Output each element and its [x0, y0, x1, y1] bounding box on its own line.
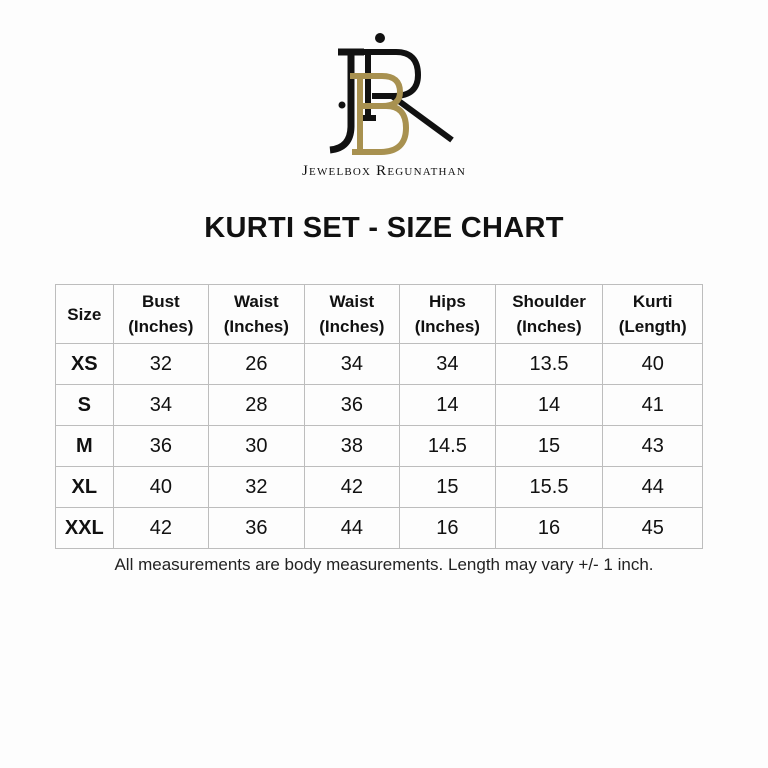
measurement-cell: 14.5	[399, 425, 496, 467]
measurement-cell: 32	[112, 343, 210, 385]
measurement-cell: 44	[602, 466, 703, 508]
measurement-cell: 36	[208, 507, 305, 549]
measurement-cell: 26	[208, 343, 305, 385]
brand-logo	[329, 33, 454, 155]
measurement-cell: 16	[494, 507, 604, 549]
table-row: S 34 28 36 14 14 41	[55, 384, 703, 426]
measurement-cell: 14	[494, 384, 604, 426]
column-header: Waist (Inches)	[303, 284, 401, 344]
measurement-cell: 41	[602, 384, 703, 426]
column-header: Kurti (Length)	[602, 284, 703, 344]
measurement-cell: 42	[303, 466, 401, 508]
measurement-cell: 32	[208, 466, 305, 508]
page-title: KURTI SET - SIZE CHART	[204, 212, 564, 244]
measurement-cell: 34	[303, 343, 401, 385]
size-cell: M	[55, 425, 114, 467]
table-row: XL 40 32 42 15 15.5 44	[55, 466, 703, 508]
measurement-cell: 42	[112, 507, 210, 549]
measurement-cell: 13.5	[494, 343, 604, 385]
size-cell: XL	[55, 466, 114, 508]
logo-letter-b	[350, 73, 410, 155]
logo-letter-j	[329, 48, 364, 154]
column-header: Shoulder (Inches)	[494, 284, 604, 344]
column-header: Hips (Inches)	[399, 284, 496, 344]
header-label: Bust	[141, 292, 180, 311]
logo-letter-r	[362, 49, 454, 143]
table-row: M 36 30 38 14.5 15 43	[55, 425, 703, 467]
measurement-cell: 45	[602, 507, 703, 549]
header-unit: (Length)	[618, 317, 687, 336]
table-row: XXL 42 36 44 16 16 45	[55, 507, 703, 549]
header-label: Hips	[428, 292, 466, 311]
measurement-cell: 16	[399, 507, 496, 549]
measurement-cell: 34	[399, 343, 496, 385]
measurement-cell: 15.5	[494, 466, 604, 508]
measurement-cell: 34	[112, 384, 210, 426]
measurement-cell: 30	[208, 425, 305, 467]
logo-dot-side	[338, 101, 346, 109]
size-cell: XS	[55, 343, 114, 385]
measurement-cell: 44	[303, 507, 401, 549]
header-unit: (Inches)	[414, 317, 480, 336]
measurement-note: All measurements are body measurements. …	[114, 555, 654, 574]
measurement-cell: 40	[602, 343, 703, 385]
measurement-cell: 40	[112, 466, 210, 508]
logo-dot-top	[375, 33, 385, 43]
column-header: Size	[55, 284, 114, 344]
header-label: Shoulder	[512, 292, 586, 311]
brand-name: Jewelbox Regunathan	[302, 163, 466, 179]
header-unit: (Inches)	[516, 317, 582, 336]
measurement-cell: 43	[602, 425, 703, 467]
header-row: Size Bust (Inches) Waist (Inches) Waist (Inche…	[55, 284, 703, 344]
measurement-cell: 36	[303, 384, 401, 426]
table-row: XS 32 26 34 34 13.5 40	[55, 343, 703, 385]
size-cell: XXL	[55, 507, 114, 549]
header-label: Size	[67, 304, 102, 324]
measurement-cell: 36	[112, 425, 210, 467]
measurement-cell: 38	[303, 425, 401, 467]
measurement-cell: 14	[399, 384, 496, 426]
column-header: Bust (Inches)	[112, 284, 210, 344]
header-label: Kurti	[632, 292, 673, 311]
measurement-cell: 15	[399, 466, 496, 508]
header-unit: (Inches)	[223, 317, 289, 336]
measurement-cell: 15	[494, 425, 604, 467]
header-unit: (Inches)	[319, 317, 385, 336]
column-header: Waist (Inches)	[208, 284, 305, 344]
header-label: Waist	[329, 292, 375, 311]
measurement-cell: 28	[208, 384, 305, 426]
header-label: Waist	[233, 292, 279, 311]
size-chart-table: Size Bust (Inches) Waist (Inches) Waist (Inche…	[55, 284, 703, 549]
size-cell: S	[55, 384, 114, 426]
header-unit: (Inches)	[128, 317, 194, 336]
